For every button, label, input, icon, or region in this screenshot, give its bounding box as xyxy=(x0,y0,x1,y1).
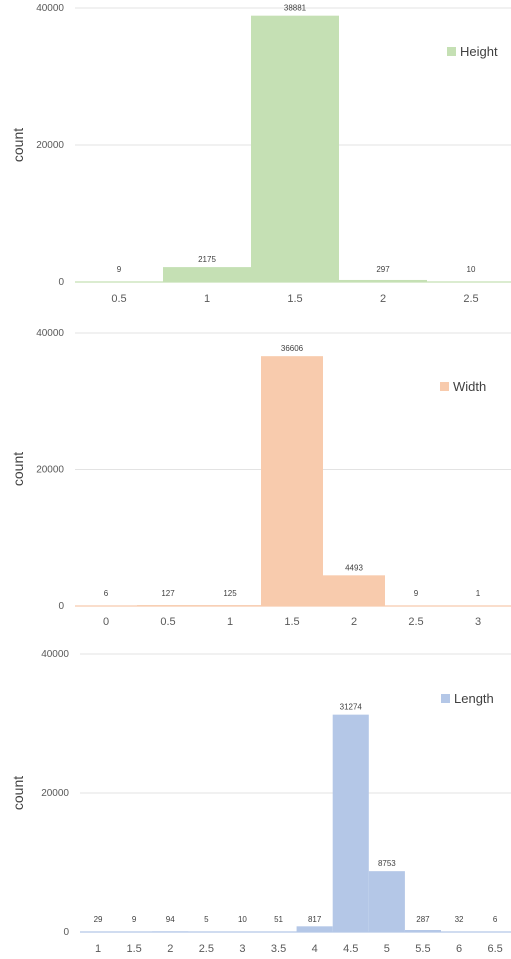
bar xyxy=(404,930,441,932)
data-label: 6 xyxy=(104,589,109,598)
data-label: 6 xyxy=(493,915,498,924)
data-label: 51 xyxy=(274,915,283,924)
x-tick-label: 0 xyxy=(103,616,109,628)
x-tick-label: 2.5 xyxy=(463,293,478,305)
legend-label: Height xyxy=(460,44,498,59)
chart-panel-1: 0 20000 40000 9 0.5 2175 1 38881 1.5 297 2 10 2.5 cou… xyxy=(10,3,511,305)
data-label: 2175 xyxy=(198,255,216,264)
bar xyxy=(251,15,339,282)
x-tick-label: 6.5 xyxy=(488,943,503,955)
bar xyxy=(296,926,333,932)
x-tick-label: 1 xyxy=(95,943,101,955)
data-label: 297 xyxy=(376,265,390,274)
data-label: 94 xyxy=(166,915,175,924)
data-label: 9 xyxy=(414,589,419,598)
data-label: 9 xyxy=(117,265,122,274)
data-label: 4493 xyxy=(345,563,363,572)
y-axis-label: count xyxy=(10,128,26,162)
x-tick-label: 3 xyxy=(475,616,481,628)
x-tick-label: 1.5 xyxy=(284,616,299,628)
x-tick-label: 2 xyxy=(167,943,173,955)
data-label: 32 xyxy=(455,915,464,924)
y-tick-label: 40000 xyxy=(36,328,64,339)
bar xyxy=(261,356,323,606)
legend-label: Width xyxy=(453,379,486,394)
bar xyxy=(368,871,405,932)
y-tick-label: 20000 xyxy=(36,140,64,151)
x-tick-label: 1 xyxy=(227,616,233,628)
legend-label: Length xyxy=(454,691,494,706)
x-tick-label: 0.5 xyxy=(160,616,175,628)
x-tick-label: 0.5 xyxy=(111,293,126,305)
data-label: 125 xyxy=(223,589,237,598)
y-tick-label: 40000 xyxy=(36,3,64,14)
y-tick-label: 40000 xyxy=(41,649,69,660)
data-label: 36606 xyxy=(281,344,304,353)
x-tick-label: 1 xyxy=(204,293,210,305)
x-tick-label: 3.5 xyxy=(271,943,286,955)
data-label: 287 xyxy=(416,915,430,924)
data-label: 817 xyxy=(308,915,322,924)
y-tick-label: 0 xyxy=(63,927,69,938)
data-label: 127 xyxy=(161,589,175,598)
data-label: 9 xyxy=(132,915,137,924)
legend-swatch xyxy=(447,47,456,56)
x-tick-label: 5.5 xyxy=(415,943,430,955)
x-tick-label: 1.5 xyxy=(127,943,142,955)
x-tick-label: 5 xyxy=(384,943,390,955)
data-label: 10 xyxy=(238,915,247,924)
data-label: 38881 xyxy=(284,4,307,13)
x-tick-label: 4.5 xyxy=(343,943,358,955)
x-tick-label: 2.5 xyxy=(408,616,423,628)
y-tick-label: 20000 xyxy=(36,465,64,476)
y-tick-label: 20000 xyxy=(41,788,69,799)
data-label: 10 xyxy=(467,265,476,274)
data-label: 29 xyxy=(94,915,103,924)
x-tick-label: 4 xyxy=(312,943,318,955)
y-axis-label: count xyxy=(10,452,26,486)
chart-panel-2: 0 20000 40000 6 0 127 0.5 125 1 36606 1.5 4493 2 9 2.5… xyxy=(10,328,511,628)
legend-swatch xyxy=(441,694,450,703)
bar xyxy=(323,575,385,606)
bar xyxy=(163,267,251,282)
bar xyxy=(339,279,427,282)
data-label: 1 xyxy=(476,589,481,598)
y-tick-label: 0 xyxy=(58,277,64,288)
data-label: 31274 xyxy=(340,703,363,712)
y-axis-label: count xyxy=(10,776,26,810)
x-tick-label: 2.5 xyxy=(199,943,214,955)
chart-panel-3: 0 20000 40000 29 1 9 1.5 94 2 5 2.5 10 3 51 3.5 817 4 312… xyxy=(10,649,511,955)
x-tick-label: 3 xyxy=(239,943,245,955)
x-tick-label: 2 xyxy=(351,616,357,628)
x-tick-label: 6 xyxy=(456,943,462,955)
x-tick-label: 1.5 xyxy=(287,293,302,305)
data-label: 5 xyxy=(204,915,209,924)
data-label: 8753 xyxy=(378,859,396,868)
x-tick-label: 2 xyxy=(380,293,386,305)
bar xyxy=(332,714,369,932)
y-tick-label: 0 xyxy=(58,601,64,612)
legend-swatch xyxy=(440,382,449,391)
